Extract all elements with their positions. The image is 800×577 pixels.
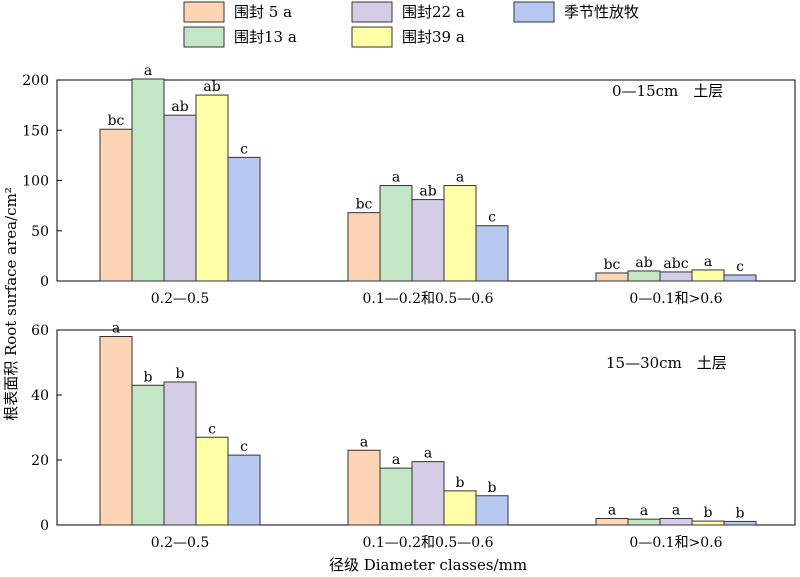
legend-label-3: 围封39 a	[402, 28, 465, 46]
bar-3-1	[443, 185, 477, 282]
bar-1-0	[131, 384, 165, 526]
y-tick-label: 0	[40, 274, 49, 290]
panel-top: 050100150200bcbcbcaaababababcabaaccc0.2—…	[22, 63, 796, 307]
x-tick-label: 0.2—0.5	[151, 291, 210, 307]
bar-1-2	[627, 270, 661, 282]
bar-0-2	[595, 518, 629, 526]
significance-label: c	[240, 439, 248, 455]
significance-label: c	[208, 421, 216, 437]
significance-label: a	[112, 321, 120, 337]
significance-label: b	[488, 480, 497, 496]
significance-label: a	[424, 446, 432, 462]
y-tick-label: 200	[22, 73, 49, 89]
significance-label: bc	[604, 257, 621, 273]
y-tick-label: 100	[22, 174, 49, 190]
significance-label: ab	[203, 79, 220, 95]
legend-label-4: 季节性放牧	[564, 3, 639, 21]
bar-4-2	[723, 274, 757, 282]
significance-label: a	[640, 503, 648, 519]
y-tick-label: 0	[40, 518, 49, 534]
significance-label: b	[456, 475, 465, 491]
bar-4-1	[475, 225, 509, 282]
bar-1-0	[131, 78, 165, 282]
bar-4-0	[227, 454, 261, 526]
bar-3-2	[691, 520, 725, 526]
x-tick-label: 0.2—0.5	[151, 535, 210, 551]
y-axis-label: 根表面积 Root surface area/cm²	[2, 187, 20, 421]
significance-label: b	[704, 505, 713, 521]
legend-label-0: 围封 5 a	[234, 3, 292, 21]
x-tick-label: 0—0.1和>0.6	[629, 535, 722, 551]
legend-swatch-4	[513, 1, 555, 23]
bar-4-0	[227, 156, 261, 282]
x-tick-label: 0.1—0.2和0.5—0.6	[362, 291, 493, 307]
bar-2-1	[411, 461, 445, 526]
bar-0-2	[595, 272, 629, 282]
significance-label: b	[176, 366, 185, 382]
panel-bottom: 0 20 40 60 a a a b a a b a a c b b c b b 0.2—0.5 0.1—0.2和0.5…	[31, 321, 796, 551]
bar-2-0	[163, 381, 197, 526]
depth-annotation: 15—30cm 土层	[606, 354, 727, 372]
significance-label: a	[456, 170, 464, 186]
bar-3-0	[195, 94, 229, 282]
depth-annotation: 0—15cm 土层	[612, 82, 723, 100]
significance-label: a	[704, 254, 712, 270]
legend-swatch-2	[351, 1, 393, 23]
significance-label: b	[144, 369, 153, 385]
significance-label: c	[240, 141, 248, 157]
significance-label: ab	[171, 99, 188, 115]
significance-label: a	[672, 503, 680, 519]
significance-label: a	[608, 503, 616, 519]
bar-2-2	[659, 518, 693, 526]
bar-0-0	[99, 336, 133, 526]
bar-0-1	[347, 449, 381, 526]
legend-label-2: 围封22 a	[402, 3, 465, 21]
x-tick-label: 0—0.1和>0.6	[629, 291, 722, 307]
significance-label: a	[144, 63, 152, 79]
legend-swatch-0	[183, 1, 225, 23]
significance-label: bc	[108, 113, 125, 129]
bar-0-0	[99, 128, 133, 282]
bar-4-2	[723, 520, 757, 526]
legend: 围封 5 a 围封13 a 围封22 a 围封39 a 季节性放牧	[183, 1, 639, 48]
significance-label: a	[360, 434, 368, 450]
bar-4-1	[475, 495, 509, 526]
significance-label: c	[488, 210, 496, 226]
significance-label: a	[392, 452, 400, 468]
significance-label: abc	[663, 256, 688, 272]
y-tick-label: 60	[31, 323, 49, 339]
bar-3-2	[691, 269, 725, 282]
significance-label: a	[392, 170, 400, 186]
bar-3-1	[443, 490, 477, 526]
x-tick-label: 0.1—0.2和0.5—0.6	[362, 535, 493, 551]
bar-1-2	[627, 518, 661, 526]
significance-label: c	[736, 259, 744, 275]
bar-2-2	[659, 271, 693, 282]
bar-2-1	[411, 199, 445, 282]
legend-swatch-1	[183, 26, 225, 48]
bar-2-0	[163, 114, 197, 282]
bar-3-0	[195, 436, 229, 526]
bar-0-1	[347, 212, 381, 282]
significance-label: ab	[419, 184, 436, 200]
y-tick-label: 40	[31, 388, 49, 404]
y-tick-label: 150	[22, 123, 49, 139]
bar-1-1	[379, 185, 413, 282]
legend-swatch-3	[351, 26, 393, 48]
legend-label-1: 围封13 a	[234, 28, 297, 46]
bar-1-1	[379, 467, 413, 526]
y-tick-label: 50	[31, 224, 49, 240]
significance-label: ab	[635, 255, 652, 271]
significance-label: bc	[356, 197, 373, 213]
significance-label: b	[736, 505, 745, 521]
y-tick-label: 20	[31, 453, 49, 469]
x-axis-label: 径级 Diameter classes/mm	[329, 556, 527, 574]
